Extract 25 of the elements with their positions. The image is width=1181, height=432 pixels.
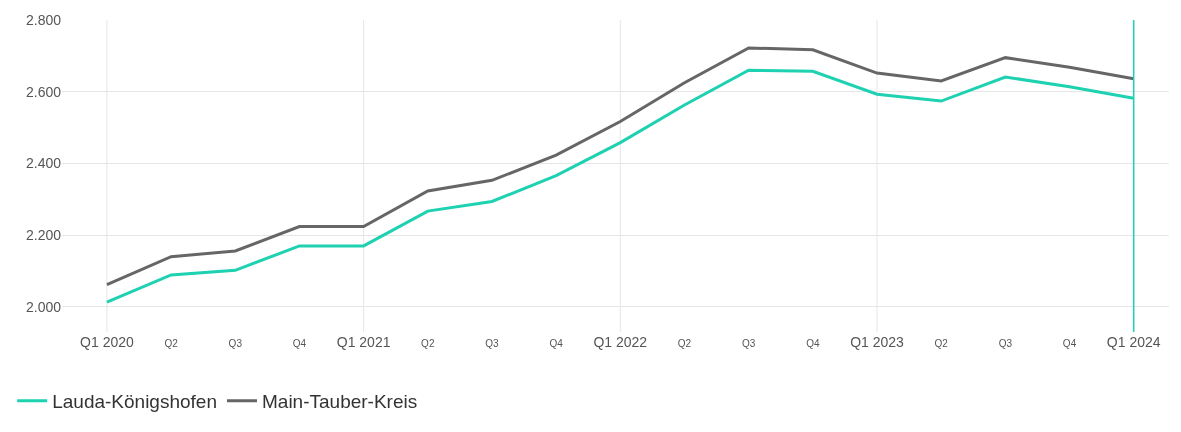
line-series bbox=[105, 46, 1136, 287]
x-tick-label: Q1 2023 bbox=[850, 334, 905, 350]
x-tick-label: Q4 bbox=[292, 338, 307, 349]
y-tick-label: 2.200 bbox=[25, 227, 62, 244]
legend-label: Main-Tauber-Kreis bbox=[262, 391, 418, 413]
x-tick-label: Q3 bbox=[741, 338, 756, 349]
x-tick-label: Q3 bbox=[485, 338, 500, 349]
x-tick-label: Q4 bbox=[806, 338, 820, 349]
y-tick-label: 2.000 bbox=[25, 298, 62, 315]
x-tick-label: Q1 2024 bbox=[1106, 334, 1161, 350]
y-tick-label: 2.400 bbox=[25, 155, 62, 172]
x-tick-label: Q3 bbox=[228, 338, 243, 349]
x-tick-label: Q3 bbox=[998, 338, 1013, 349]
legend-label: Lauda-Königshofen bbox=[52, 391, 217, 413]
x-tick-label: Q1 2020 bbox=[80, 334, 134, 350]
x-tick-label: Q2 bbox=[164, 338, 179, 349]
x-tick-label: Q1 2022 bbox=[593, 334, 648, 350]
x-tick-label: Q2 bbox=[421, 338, 435, 349]
y-tick-label: 2.800 bbox=[25, 11, 62, 28]
y-tick-label: 2.600 bbox=[25, 83, 62, 100]
x-tick-label: Q4 bbox=[1062, 338, 1077, 349]
x-tick-label: Q4 bbox=[549, 338, 564, 349]
x-tick-label: Q2 bbox=[677, 338, 692, 349]
x-tick-label: Q1 2021 bbox=[336, 334, 391, 350]
x-tick-label: Q2 bbox=[934, 338, 949, 349]
